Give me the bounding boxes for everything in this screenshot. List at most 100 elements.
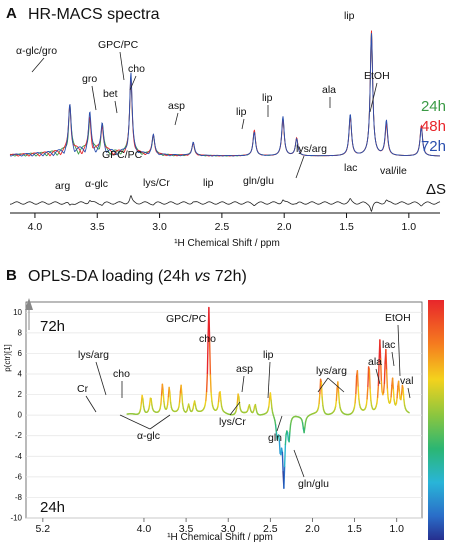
panel-b-x-tick-label: 1.0 (389, 523, 404, 535)
leader-b-gln-glu (293, 449, 305, 478)
loading-segment (397, 380, 401, 393)
loading-segment (205, 390, 208, 401)
loading-segment (219, 391, 222, 402)
ann-b-ala: ala (368, 356, 382, 368)
loading-segment (365, 398, 368, 406)
loading-segment (286, 432, 290, 441)
loading-segment (254, 403, 257, 410)
panel-b-y-tick-label: 6 (18, 349, 23, 358)
loading-segment (369, 388, 372, 402)
loading-segment (403, 398, 406, 406)
ann-etoh: EtOH (364, 70, 390, 82)
panel-a-x-tick-label: 1.0 (402, 221, 417, 233)
loading-segment (356, 370, 359, 388)
loading-segment (392, 388, 395, 401)
loading-segment (338, 402, 341, 409)
loading-segment (205, 372, 209, 393)
y-axis-arrow-icon (25, 298, 33, 310)
panel-b-y-tick-label: -4 (15, 452, 23, 461)
loading-segment (209, 374, 212, 394)
loading-segment (206, 336, 209, 374)
loading-segment (283, 443, 287, 468)
loading-segment (318, 392, 321, 404)
loading-segment (407, 411, 410, 414)
leader-cho (129, 75, 137, 91)
loading-segment (148, 397, 152, 406)
loading-segment (166, 396, 170, 406)
loading-segment (393, 399, 396, 405)
colorbar (428, 300, 444, 540)
panel-a-leader-lines (31, 51, 378, 179)
panel-b-title-italic: vs (194, 268, 210, 285)
panel-a-title: HR-MACS spectra (28, 6, 160, 23)
panel-b-x-axis-label: ¹H Chemical Shift / ppm (167, 532, 273, 543)
leader-b-lip (267, 361, 271, 399)
leader-gpc-pc (119, 51, 125, 81)
loading-segment (355, 375, 358, 394)
ann-lys-arg: lys/arg (296, 143, 327, 155)
leader-b-ala (375, 368, 381, 385)
loading-segment (220, 399, 223, 407)
loading-segment (280, 447, 284, 454)
panel-b-x-tick-label: 4.0 (137, 523, 152, 535)
loading-segment (288, 431, 291, 443)
panel-b-x-tick-label: 3.5 (179, 523, 194, 535)
loading-segment (368, 369, 371, 390)
loading-segment (217, 400, 220, 408)
loading-segment (391, 377, 395, 391)
ann-b-val: val (400, 375, 413, 387)
panel-b-x-tick-label: 2.0 (305, 523, 320, 535)
panel-b-title: OPLS-DA loading (24h vs 72h) (28, 268, 247, 285)
loading-segment (303, 426, 306, 434)
loading-segment (274, 424, 278, 434)
panel-b-y-tick-label: -6 (15, 472, 23, 481)
panel-b-y-tick-label: 4 (18, 370, 23, 379)
loading-segment (389, 396, 392, 403)
ann-gpc-pc-diff: GPC/PC (102, 149, 143, 161)
panel-b-y-tick-label: 8 (18, 328, 23, 337)
ann-b-lys-arg-1: lys/arg (78, 349, 109, 361)
loading-segment (169, 401, 173, 408)
leader-b-asp (241, 375, 245, 393)
loading-segment (390, 384, 393, 398)
loading-segment (283, 465, 286, 489)
loading-segment (380, 380, 383, 393)
leader-b-cr (85, 395, 97, 413)
loading-segment (386, 388, 389, 399)
ann-arg: arg (55, 180, 70, 192)
panel-a-x-axis-label: ¹H Chemical Shift / ppm (174, 238, 280, 249)
leader-b-etoh (397, 324, 401, 377)
ann-b-gln: gln (268, 432, 282, 444)
loading-segment (353, 402, 356, 409)
panel-b-y-tick-label: -2 (15, 431, 23, 440)
loading-segment (204, 399, 207, 406)
ann-b-gpc-pc: GPC/PC (166, 313, 207, 325)
leader-b-alpha-glc-1 (119, 414, 151, 430)
panel-b-letter: B (6, 267, 17, 284)
loading-segment (385, 369, 389, 390)
panel-a-x-tick-label: 2.5 (215, 221, 230, 233)
panel-b-x-tick-label: 2.5 (263, 523, 278, 535)
ann-alpha-glc-gro: α-glc/gro (16, 45, 57, 57)
loading-segment (139, 402, 143, 410)
loading-segment (208, 339, 212, 376)
loading-segment (169, 392, 172, 404)
loading-segment (337, 392, 341, 404)
loading-segment (377, 360, 380, 386)
ann-b-cr: Cr (77, 383, 89, 395)
leader-lys-arg (295, 155, 305, 179)
ann-b-cho-2: cho (113, 368, 130, 380)
panel-b-title-suffix: 72h) (210, 268, 246, 285)
loading-segment (180, 384, 183, 396)
panel-b-y-tick-label: 2 (18, 390, 23, 399)
loading-segment (358, 398, 361, 406)
panel-b-plot-frame (25, 301, 423, 519)
loading-segment (396, 385, 399, 399)
ann-gln-glu: gln/glu (243, 175, 274, 187)
panel-b-y-tick-label: 10 (13, 308, 22, 317)
loading-segment (354, 392, 357, 404)
loading-segment (163, 400, 166, 408)
panel-b-y-ticks: 10 8 6 4 2 0 -2 -4 -6 -8 -10 (10, 308, 22, 523)
group-label-72h: 72h (40, 318, 65, 335)
